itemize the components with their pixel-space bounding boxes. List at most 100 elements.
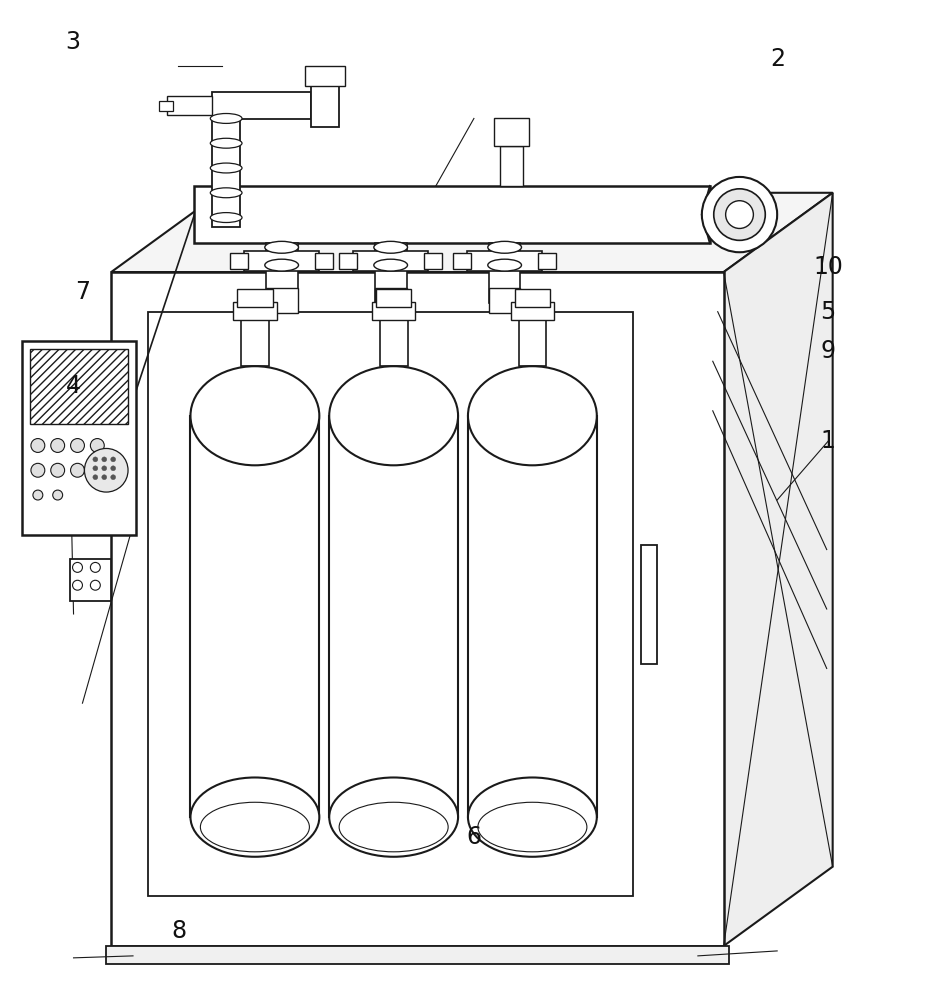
Text: 8: 8 [172, 919, 187, 943]
Circle shape [72, 412, 83, 422]
Bar [111, 272, 723, 946]
Bar [240, 312, 268, 366]
Bar [376, 289, 411, 307]
Ellipse shape [190, 366, 319, 465]
Bar [265, 288, 297, 313]
Circle shape [72, 394, 83, 404]
Bar [311, 72, 339, 127]
Ellipse shape [477, 802, 586, 852]
Bar [518, 312, 546, 366]
Ellipse shape [264, 241, 298, 253]
Bar [70, 559, 111, 601]
Bar [488, 243, 520, 303]
Circle shape [84, 448, 128, 492]
Circle shape [110, 466, 115, 471]
Circle shape [93, 466, 97, 471]
Ellipse shape [210, 213, 242, 223]
Text: 10: 10 [812, 255, 843, 279]
Bar [353, 251, 428, 271]
Bar [30, 349, 128, 424]
Circle shape [72, 562, 83, 572]
Bar [265, 243, 297, 303]
Bar [339, 253, 356, 269]
Bar [233, 302, 277, 320]
Ellipse shape [487, 241, 521, 253]
Ellipse shape [210, 138, 242, 148]
Text: 2: 2 [769, 47, 784, 71]
Polygon shape [111, 193, 831, 272]
Bar [151, 316, 629, 892]
Bar [148, 312, 633, 896]
Polygon shape [723, 193, 831, 946]
Circle shape [701, 177, 777, 252]
Ellipse shape [264, 259, 298, 271]
Circle shape [71, 463, 84, 477]
Circle shape [713, 189, 765, 240]
Bar [468, 416, 596, 817]
Ellipse shape [468, 366, 596, 465]
Circle shape [71, 439, 84, 452]
Bar [230, 253, 248, 269]
Ellipse shape [468, 777, 596, 857]
Bar [453, 253, 470, 269]
Circle shape [93, 475, 97, 480]
Ellipse shape [373, 259, 407, 271]
Bar [190, 416, 319, 817]
Bar [380, 312, 407, 366]
Circle shape [31, 463, 45, 477]
Circle shape [32, 490, 43, 500]
Circle shape [102, 466, 107, 471]
Text: 4: 4 [66, 374, 81, 398]
Text: 9: 9 [819, 339, 835, 363]
Bar [237, 289, 273, 307]
Circle shape [102, 457, 107, 462]
Bar [244, 251, 319, 271]
Bar [493, 118, 529, 146]
Circle shape [72, 580, 83, 590]
Circle shape [90, 394, 100, 404]
Bar [22, 341, 135, 535]
Circle shape [51, 463, 65, 477]
Ellipse shape [329, 777, 458, 857]
Bar [514, 289, 549, 307]
Bar [315, 253, 333, 269]
Ellipse shape [210, 188, 242, 198]
Ellipse shape [210, 113, 242, 123]
Circle shape [110, 457, 115, 462]
Bar [159, 101, 173, 111]
Ellipse shape [190, 777, 319, 857]
Circle shape [51, 439, 65, 452]
Text: 1: 1 [819, 429, 834, 453]
Bar [371, 302, 415, 320]
Bar [329, 416, 458, 817]
Bar [499, 146, 522, 186]
Circle shape [110, 475, 115, 480]
Text: 7: 7 [75, 280, 90, 304]
Circle shape [102, 475, 107, 480]
Bar [305, 66, 344, 86]
Circle shape [93, 457, 97, 462]
Circle shape [53, 490, 62, 500]
Bar [640, 545, 656, 664]
Circle shape [90, 562, 100, 572]
Bar [106, 946, 728, 964]
Circle shape [90, 412, 100, 422]
Circle shape [90, 439, 104, 452]
Bar [70, 391, 111, 433]
Bar [467, 251, 542, 271]
Text: 3: 3 [66, 30, 81, 54]
Ellipse shape [373, 241, 407, 253]
Circle shape [725, 201, 753, 228]
Bar [374, 288, 406, 313]
Ellipse shape [487, 259, 521, 271]
Text: 6: 6 [466, 825, 481, 849]
Circle shape [31, 439, 45, 452]
Bar [166, 96, 213, 115]
Text: 5: 5 [819, 300, 835, 324]
Bar [213, 92, 311, 119]
Bar [213, 104, 239, 227]
Circle shape [90, 580, 100, 590]
Bar [374, 243, 406, 303]
Ellipse shape [339, 802, 447, 852]
Bar [194, 186, 709, 243]
